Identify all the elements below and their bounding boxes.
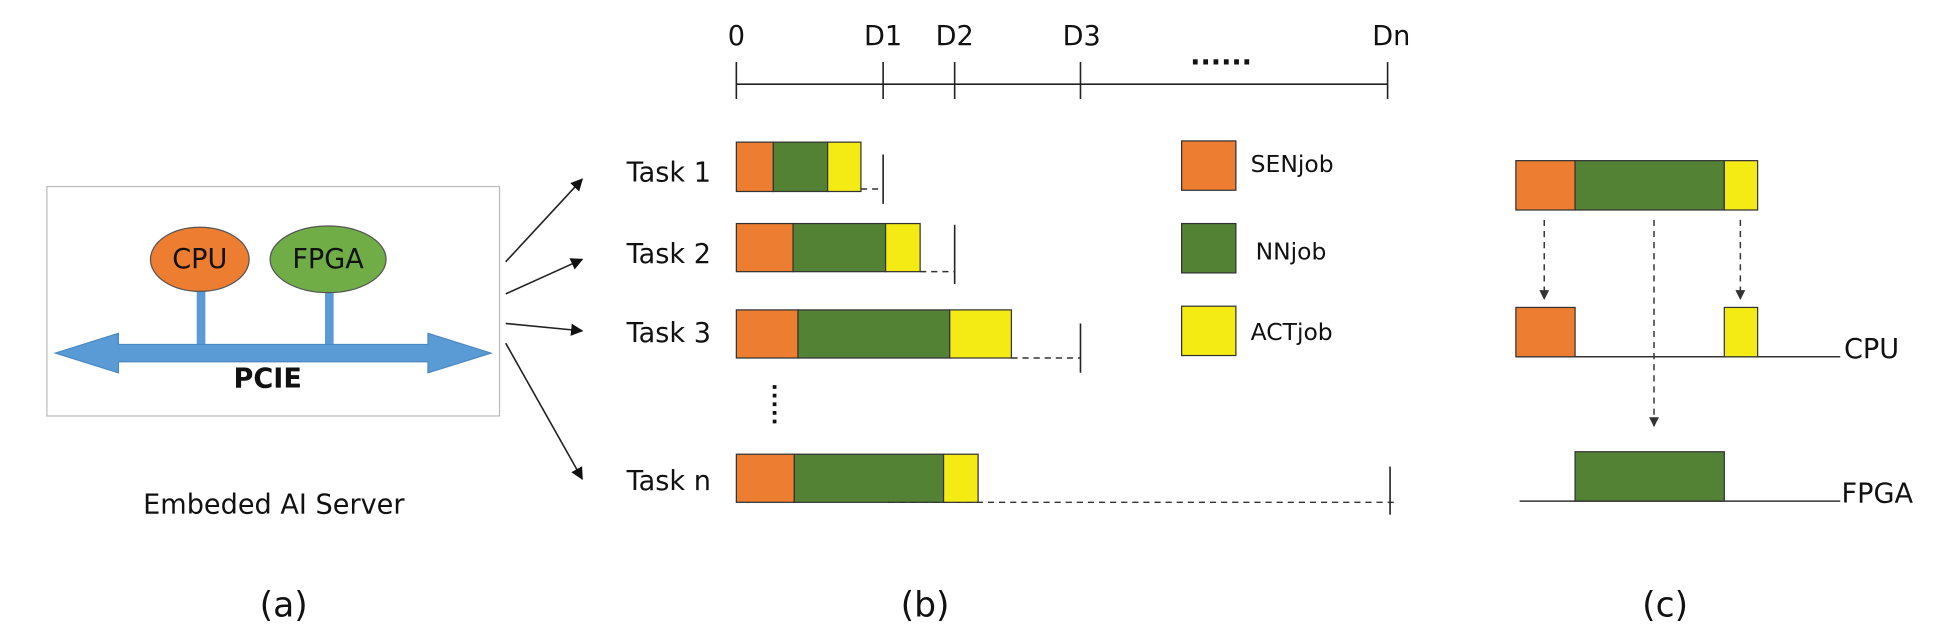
lane-label: CPU — [1844, 334, 1899, 365]
legend-label: SENjob — [1251, 150, 1334, 178]
sen-job — [1515, 160, 1576, 211]
pcie-bus — [53, 332, 493, 374]
node-label: FPGA — [292, 244, 364, 275]
timeline-label: D2 — [936, 21, 974, 52]
task-label: Task 3 — [626, 318, 711, 349]
lane-label: FPGA — [1841, 478, 1913, 509]
stem — [196, 281, 206, 349]
nn-job — [772, 141, 829, 193]
sen-job — [735, 141, 774, 193]
sen-job — [735, 222, 794, 273]
bus-label: PCIE — [233, 364, 301, 395]
caption: Embeded AI Server — [143, 490, 405, 521]
timeline-label: 0 — [728, 21, 745, 52]
act-job — [884, 222, 921, 273]
act-job — [827, 141, 862, 193]
legend-label: NNjob — [1256, 238, 1327, 266]
task-label: Task 2 — [626, 239, 711, 270]
panel-label: (a) — [260, 586, 308, 626]
fpga-node — [269, 225, 387, 294]
legend-swatch — [1180, 305, 1237, 357]
nn-job — [793, 453, 945, 503]
arrow — [505, 258, 584, 295]
panel-label: (c) — [1642, 586, 1688, 626]
timeline-label: D3 — [1063, 21, 1101, 52]
nn-job — [1574, 160, 1725, 211]
arrow — [505, 342, 583, 480]
legend-label: ACTjob — [1251, 318, 1333, 346]
panel-label: (b) — [901, 586, 950, 626]
arrow — [505, 178, 584, 263]
timeline-label: ...... — [1190, 41, 1252, 72]
act-job — [1723, 306, 1759, 358]
timeline-label: Dn — [1372, 21, 1410, 52]
task-label: Task n — [626, 466, 711, 497]
nn-job — [792, 222, 887, 273]
panel-c: CPU FPGA (c) — [1515, 160, 1913, 626]
legend-swatch — [1180, 140, 1237, 191]
nn-job — [1574, 451, 1725, 502]
task-label: Task 1 — [626, 158, 711, 189]
stem — [325, 283, 334, 349]
act-job — [949, 309, 1013, 359]
timeline-label: D1 — [864, 21, 902, 52]
act-job — [1723, 160, 1759, 211]
sen-job — [735, 453, 795, 503]
node-label: CPU — [172, 244, 227, 275]
nn-job — [797, 309, 951, 359]
sen-job — [735, 309, 799, 359]
arrow — [505, 322, 584, 336]
server-box — [46, 185, 501, 417]
cpu-node — [149, 226, 250, 293]
panel-b: 0 D1 D2 D3 ...... Dn Task 1 Task 2 Task … — [626, 21, 1411, 626]
sen-job — [1515, 306, 1576, 358]
panel-a: CPU FPGA PCIE Embeded AI Server (a) — [46, 178, 584, 626]
legend-swatch — [1180, 222, 1237, 274]
act-job — [942, 453, 979, 503]
